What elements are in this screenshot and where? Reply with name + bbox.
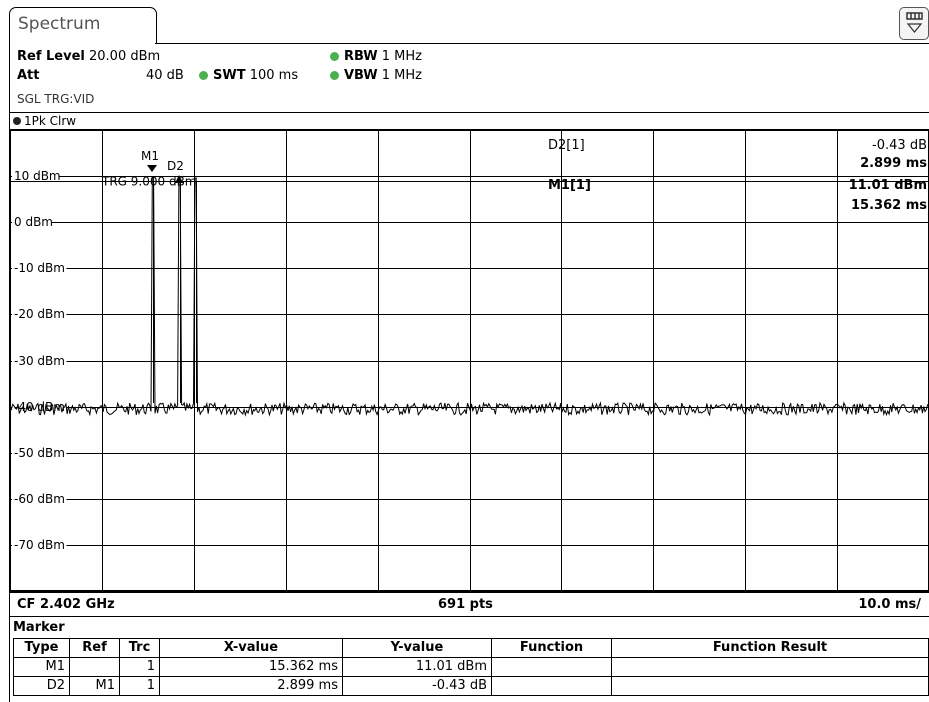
y-axis-label: -60 dBm [14, 492, 65, 506]
marker-table: Type Ref Trc X-value Y-value Function Fu… [13, 638, 929, 696]
cell-trc: 1 [119, 676, 160, 696]
trace-line [10, 177, 929, 417]
col-header-trc: Trc [119, 638, 160, 658]
y-label-bg [12, 305, 67, 319]
cell-function-result [611, 657, 929, 677]
swt-value: 100 ms [249, 68, 299, 83]
sweep-mode: SGL TRG:VID [17, 92, 95, 106]
m1-readout-time: 15.362 ms [851, 198, 927, 213]
plot-frame [10, 130, 929, 591]
d2-readout-name: D2[1] [548, 138, 585, 153]
cell-y-value: 11.01 dBm [342, 657, 492, 677]
table-row[interactable]: M1 1 15.362 ms 11.01 dBm [13, 657, 929, 677]
menu-expand-icon [906, 12, 923, 33]
marker-m1-label: M1 [141, 149, 159, 163]
spectrum-plot[interactable]: 10 dBm 0 dBm -10 dBm -20 dBm -30 dBm -40 dBm -… [10, 130, 929, 591]
y-axis-label: -40 dBm [14, 400, 65, 414]
y-label-bg [12, 213, 52, 227]
spectrum-tab-label: Spectrum [18, 14, 101, 34]
swt-label: SWT [213, 68, 246, 83]
y-axis-labels: 10 dBm 0 dBm -10 dBm -20 dBm -30 dBm -40 dBm -… [12, 167, 67, 552]
col-header-function: Function [491, 638, 612, 658]
vbw-label: VBW [344, 68, 378, 83]
cell-x-value: 15.362 ms [159, 657, 343, 677]
ref-level-value: 20.00 dBm [89, 49, 161, 64]
menu-expand-button[interactable] [899, 7, 929, 40]
y-label-bg [12, 167, 60, 181]
y-label-bg [12, 536, 67, 550]
marker-table-title: Marker [13, 620, 65, 635]
y-label-bg [12, 490, 67, 504]
y-axis-label: -10 dBm [14, 261, 65, 275]
y-axis-label: 10 dBm [14, 169, 61, 183]
marker-d2-icon [175, 175, 183, 183]
cell-y-value: -0.43 dB [342, 676, 492, 696]
plot-grid [10, 130, 929, 591]
trace-label: 1Pk Clrw [24, 114, 77, 128]
y-axis-label: -30 dBm [14, 354, 65, 368]
y-axis-label: -70 dBm [14, 538, 65, 552]
m1-readout-name: M1[1] [548, 178, 591, 193]
trace-indicator-icon [13, 117, 21, 125]
ref-level-label: Ref Level [17, 49, 85, 64]
sweep-points: 691 pts [438, 597, 493, 612]
col-header-ref: Ref [69, 638, 120, 658]
att-label: Att [17, 68, 40, 83]
d2-readout-time: 2.899 ms [860, 156, 927, 171]
y-axis-label: 0 dBm [14, 215, 53, 229]
tab-underline [155, 43, 929, 44]
y-label-bg [12, 444, 67, 458]
m1-readout-value: 11.01 dBm [849, 178, 927, 193]
trigger-label: TRG 9.000 dBm [101, 175, 197, 189]
spectrum-tab[interactable]: Spectrum [9, 7, 157, 44]
rbw-label: RBW [344, 49, 378, 64]
y-label-bg [12, 259, 67, 273]
vbw-status-dot [330, 71, 339, 80]
cell-type: D2 [13, 676, 70, 696]
plot-footer: CF 2.402 GHz 691 pts 10.0 ms/ [10, 591, 929, 617]
col-header-x-value: X-value [159, 638, 343, 658]
cell-ref [69, 657, 120, 677]
y-label-bg [12, 352, 67, 366]
center-frequency: CF 2.402 GHz [17, 597, 115, 612]
cell-type: M1 [13, 657, 70, 677]
y-axis-label: -50 dBm [14, 446, 65, 460]
time-per-division: 10.0 ms/ [858, 597, 921, 612]
cell-x-value: 2.899 ms [159, 676, 343, 696]
col-header-type: Type [13, 638, 70, 658]
rbw-value: 1 MHz [381, 49, 422, 64]
cell-function [491, 657, 612, 677]
col-header-y-value: Y-value [342, 638, 492, 658]
vbw-value: 1 MHz [381, 68, 422, 83]
trace-info-bar: 1Pk Clrw [10, 112, 929, 130]
rbw-status-dot [330, 52, 339, 61]
marker-d2-label: D2 [167, 159, 184, 173]
y-axis-label: -20 dBm [14, 307, 65, 321]
left-frame-line [9, 43, 10, 702]
cell-function-result [611, 676, 929, 696]
cell-function [491, 676, 612, 696]
swt-status-dot [199, 71, 208, 80]
table-row[interactable]: D2 M1 1 2.899 ms -0.43 dB [13, 676, 929, 696]
att-value: 40 dB [146, 68, 184, 83]
d2-readout-value: -0.43 dB [872, 138, 927, 153]
marker-m1-icon [147, 165, 157, 172]
col-header-function-result: Function Result [611, 638, 929, 658]
cell-ref: M1 [69, 676, 120, 696]
cell-trc: 1 [119, 657, 160, 677]
